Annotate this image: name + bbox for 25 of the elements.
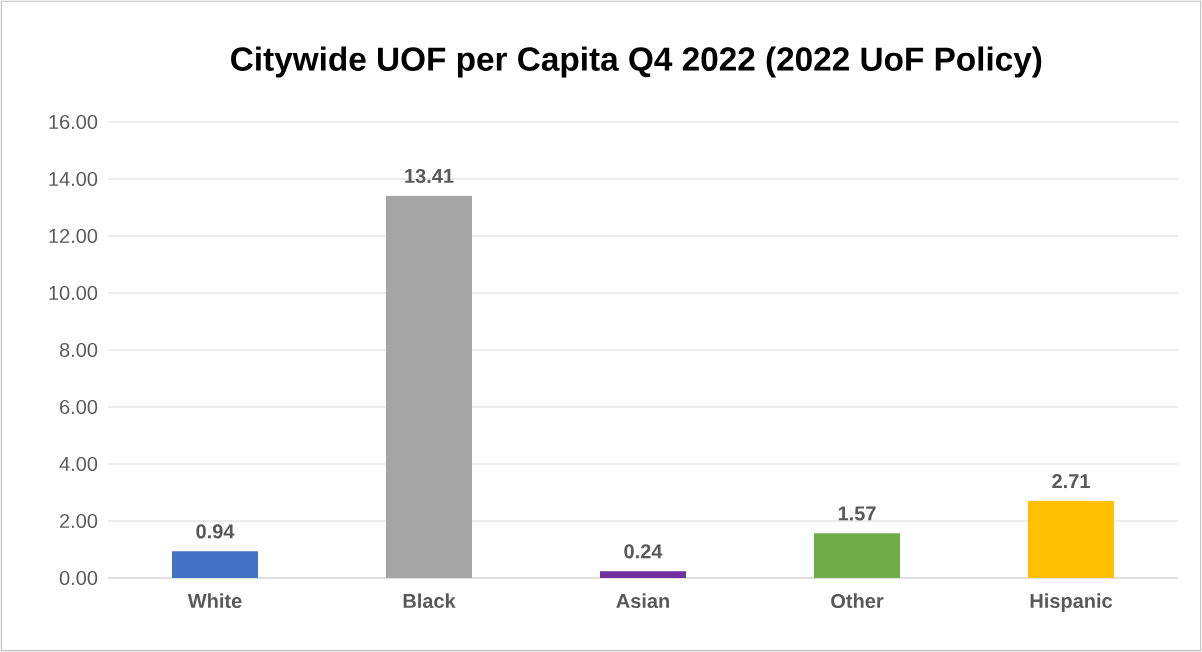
bar [600,571,687,578]
x-tick-label: Asian [616,593,669,609]
data-label: 0.24 [624,544,663,559]
y-tick-label: 6.00 [60,399,98,415]
y-tick-label: 14.00 [49,171,98,187]
y-tick-label: 4.00 [59,456,98,472]
y-tick-label: 2.00 [60,513,98,529]
x-tick-label: Hispanic [1030,593,1113,612]
y-tick-label: 12.00 [49,228,98,244]
data-label: 0.94 [196,524,235,539]
chart-title: Citywide UOF per Capita Q4 2022 (2022 UoF Policy) [231,46,1042,78]
data-label: 2.71 [1052,474,1090,489]
bar [1028,500,1114,578]
x-tick-label: Other [831,593,884,609]
y-tick-label: 16.00 [49,114,98,130]
bar [172,551,259,578]
data-label: 13.41 [405,168,454,184]
y-tick-label: 8.00 [59,342,98,358]
data-label: 1.57 [838,506,876,521]
y-tick-label: 0.00 [59,570,98,586]
bar [386,195,473,578]
x-tick-label: White [187,593,242,609]
x-tick-label: Black [403,593,456,609]
y-tick-label: 10.00 [49,285,98,301]
bar [814,533,900,578]
